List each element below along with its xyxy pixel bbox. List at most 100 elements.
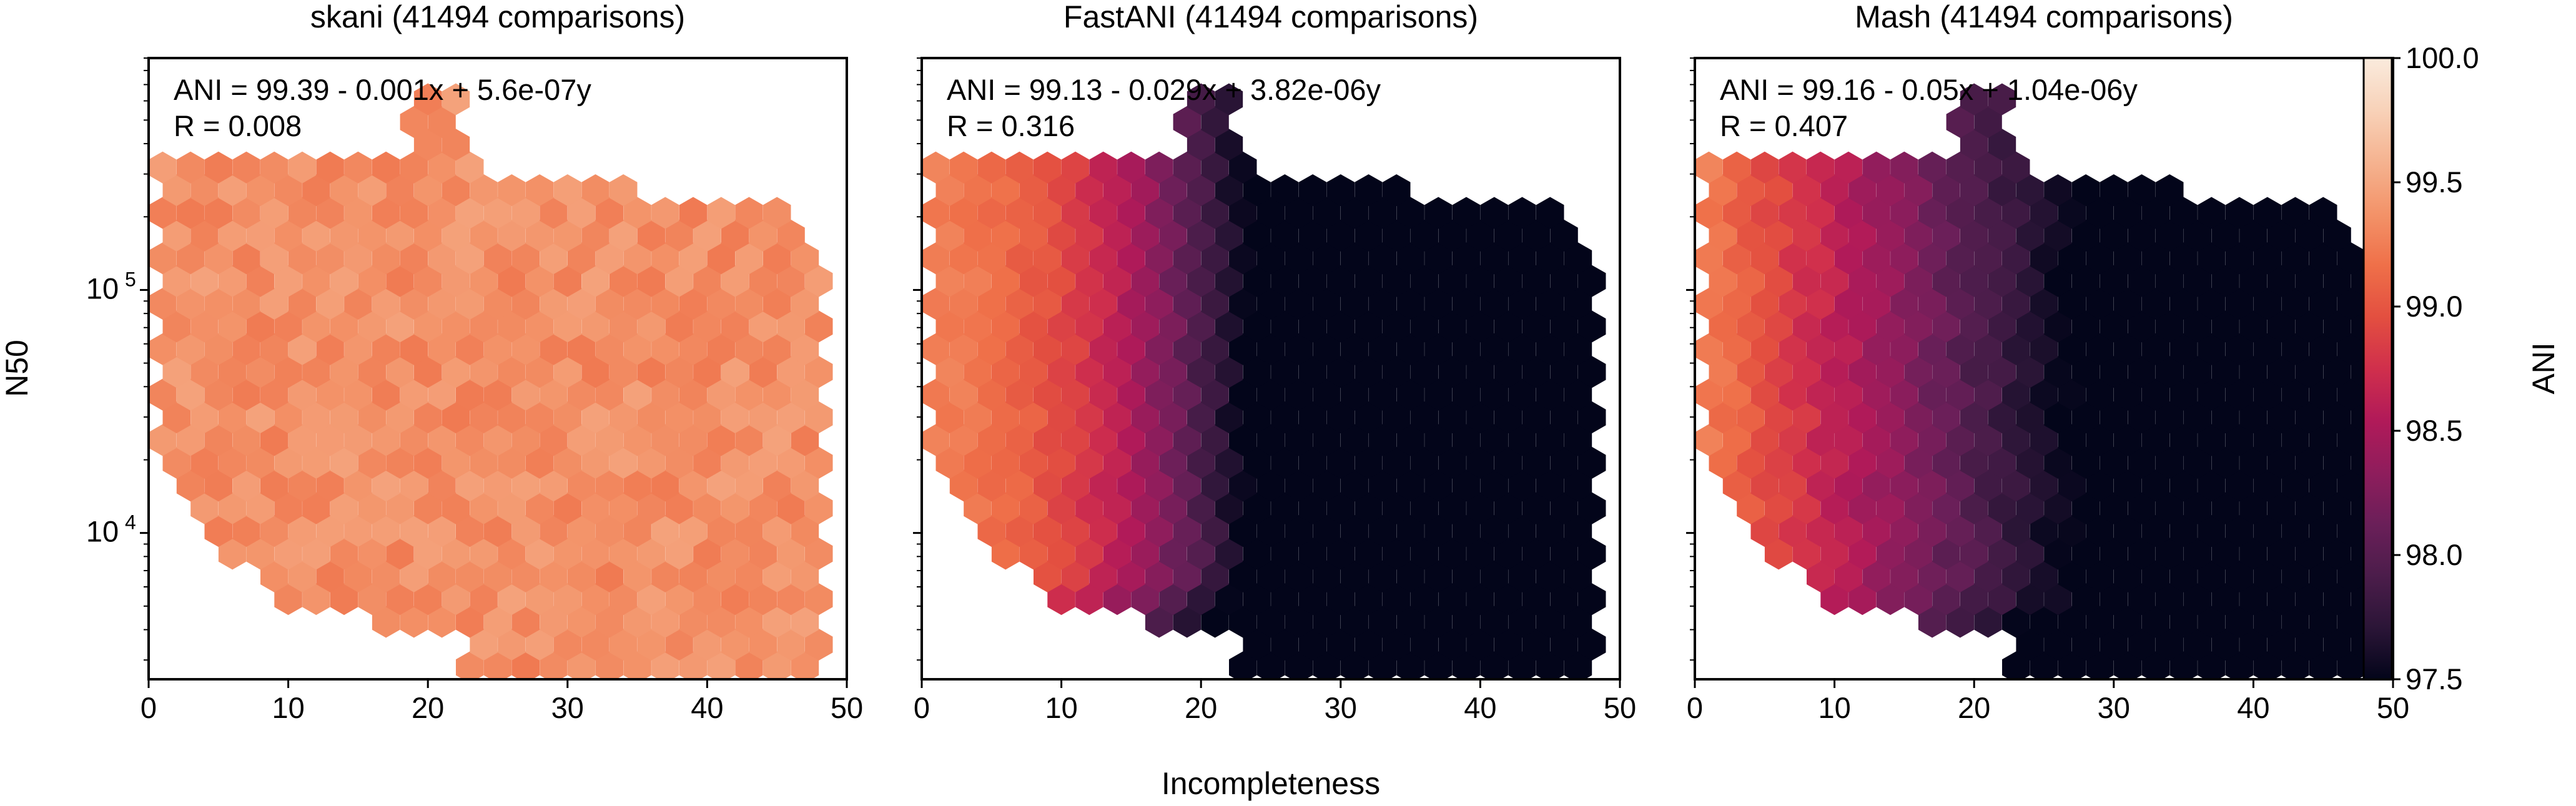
hexbin-cell (2058, 515, 2086, 547)
hexbin-cell (1410, 219, 1439, 252)
hexbin-cell (2113, 560, 2142, 592)
hexbin-cell (1117, 151, 1145, 184)
hexbin-cell (1005, 515, 1034, 547)
hexbin-cell (637, 583, 666, 616)
hexbin-cell (372, 560, 400, 592)
hexbin-cell (1117, 197, 1145, 229)
hexbin-cell (2267, 401, 2296, 433)
hexbin-cell (2281, 651, 2309, 679)
hexbin-cell (2337, 424, 2366, 456)
hexbin-cell (553, 629, 582, 661)
hexbin-cell (372, 424, 400, 456)
hexbin-cell (2058, 651, 2086, 679)
hexbin-cell (1034, 197, 1062, 229)
hexbin-cell (707, 469, 735, 502)
panel-fastani: FastANI (41494 comparisons) ANI = 99.13 … (913, 0, 1636, 724)
hexbin-cell (2113, 333, 2142, 365)
hexbin-cell (791, 515, 819, 547)
hexbin-cell (1201, 197, 1229, 229)
hexbin-cell (1494, 310, 1522, 343)
hexbin-cell (1960, 356, 1988, 388)
hexbin-cell (400, 378, 428, 411)
hexbin-cell (693, 446, 721, 479)
hexbin-cell (511, 606, 540, 638)
hexbin-cell (1494, 583, 1522, 616)
hexbin-cell (1918, 424, 1947, 456)
hexbin-cell (2016, 492, 2044, 524)
hexbin-cell (791, 560, 819, 592)
hexbin-cell (302, 583, 330, 616)
hexbin-cell (2183, 310, 2212, 343)
hexbin-cell (949, 424, 978, 456)
hexbin-cell (1117, 469, 1145, 502)
y-tick-label: 10 (86, 515, 119, 548)
hexbin-cell (1438, 446, 1466, 479)
hexbin-cell (1131, 401, 1159, 433)
hexbin-cell (162, 310, 190, 343)
hexbin-cell (1326, 310, 1355, 343)
hexbin-cell (372, 515, 400, 547)
hexbin-cell (1834, 242, 1863, 275)
hexbin-cell (1974, 378, 2002, 411)
hexbin-cell (1960, 401, 1988, 433)
hexbin-cell (428, 469, 456, 502)
hexbin-cell (2295, 310, 2324, 343)
hexbin-cell (2128, 583, 2156, 616)
hexbin-cell (1536, 424, 1564, 456)
hexbin-cell (260, 242, 289, 275)
hexbin-cell (2169, 651, 2198, 679)
hexbin-cell (1019, 219, 1048, 252)
hexbin-cell (2086, 515, 2114, 547)
hexbin-cell (1764, 446, 1793, 479)
hexbin-cell (1452, 469, 1481, 502)
hexbin-cell (204, 333, 233, 365)
hexbin-cell (2002, 560, 2030, 592)
hexbin-cell (149, 197, 177, 229)
hexbin-cell (1355, 310, 1383, 343)
hexbin-cell (679, 606, 708, 638)
hexbin-cell (1368, 469, 1397, 502)
hexbin-cell (1145, 333, 1173, 365)
hexbin-cell (525, 174, 554, 207)
hexbin-cell (749, 356, 777, 388)
hexbin-cell (540, 515, 568, 547)
hexbin-cell (1201, 560, 1229, 592)
hexbin-cell (991, 446, 1020, 479)
hexbin-cell (302, 356, 330, 388)
hexbin-cell (330, 265, 358, 297)
hexbin-cell (1215, 310, 1243, 343)
hexbin-cell (735, 197, 763, 229)
hexbin-cell (1494, 538, 1522, 570)
hexbin-cell (2281, 242, 2309, 275)
hexbin-cell (2309, 378, 2337, 411)
hexbin-cell (1256, 242, 1285, 275)
hexbin-cell (1946, 333, 1975, 365)
hexbin-cell (1229, 333, 1257, 365)
hexbin-cell (2281, 424, 2309, 456)
hexbin-cell (386, 174, 414, 207)
hexbin-cell (260, 469, 289, 502)
hexbin-cell (1187, 401, 1215, 433)
hexbin-cell (1750, 424, 1779, 456)
hexbin-cell (1187, 492, 1215, 524)
hexbin-cell (2113, 606, 2142, 638)
hexbin-cell (456, 378, 484, 411)
hexbin-cell (1256, 469, 1285, 502)
hexbin-cell (2295, 538, 2324, 570)
hexbin-cell (762, 515, 791, 547)
hexbin-cell (302, 174, 330, 207)
hexbin-cell (2030, 515, 2058, 547)
hexbin-cell (1313, 424, 1341, 456)
hexbin-cell (1355, 629, 1383, 661)
hexbin-cell (2030, 651, 2058, 679)
hexbin-cell (991, 492, 1020, 524)
hexbin-cell (1918, 515, 1947, 547)
hexbin-cell (1005, 378, 1034, 411)
hexbin-cell (2058, 242, 2086, 275)
hexbin-cell (498, 446, 526, 479)
hexbin-cell (567, 288, 596, 320)
hexbin-cell (330, 310, 358, 343)
hexbin-cell (1047, 174, 1075, 207)
hexbin-cell (1974, 515, 2002, 547)
hexbin-cell (1326, 356, 1355, 388)
